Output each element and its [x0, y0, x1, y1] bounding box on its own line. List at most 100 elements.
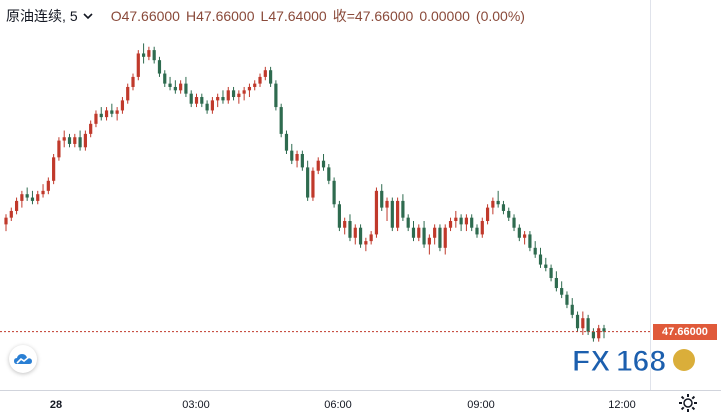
candle: [528, 231, 532, 252]
candle: [99, 107, 103, 121]
candle: [591, 328, 596, 342]
candle-body: [380, 190, 384, 208]
candle-body: [120, 100, 125, 111]
candle: [30, 190, 35, 205]
candle: [390, 197, 394, 232]
candle: [115, 107, 119, 121]
candle-body: [417, 227, 421, 238]
candle-body: [491, 200, 495, 208]
candle-body: [443, 227, 447, 248]
candle: [570, 298, 574, 319]
candle: [94, 110, 98, 128]
candle: [433, 224, 437, 245]
candle-body: [237, 93, 241, 98]
candle-body: [496, 200, 500, 205]
candle: [380, 184, 384, 211]
candle: [216, 93, 220, 108]
candle-body: [549, 267, 553, 278]
candle: [4, 214, 8, 232]
candle-body: [78, 137, 82, 148]
open-readout: O47.66000: [110, 8, 180, 24]
candle-body: [570, 304, 574, 315]
candle: [253, 80, 257, 91]
candle: [517, 224, 521, 242]
candle: [549, 264, 553, 282]
candle-body: [73, 137, 77, 144]
x-tick-label: 28: [49, 399, 63, 411]
candle: [57, 137, 61, 161]
candle-body: [263, 70, 267, 77]
candle-body: [353, 227, 357, 238]
chevron-down-icon[interactable]: [81, 9, 95, 23]
candle: [575, 311, 580, 332]
candle-body: [438, 227, 442, 248]
candle-body: [390, 200, 394, 228]
candle: [475, 224, 479, 238]
candle-body: [194, 97, 199, 104]
candle-body: [163, 73, 167, 84]
candle-body: [459, 217, 463, 225]
candle: [221, 90, 225, 104]
candle-body: [57, 140, 61, 158]
candle: [274, 80, 278, 111]
candle: [470, 214, 474, 232]
candle: [512, 214, 516, 232]
last-price-label: 47.66000: [653, 323, 717, 340]
candle: [152, 46, 156, 64]
candle: [348, 214, 352, 242]
candle-body: [348, 221, 352, 238]
candle-body: [396, 200, 400, 228]
candle-body: [306, 167, 310, 198]
candle: [284, 130, 289, 154]
candle: [337, 200, 341, 232]
candle-body: [385, 200, 389, 208]
price-chart[interactable]: [0, 0, 721, 390]
candle: [311, 167, 315, 201]
candle-body: [358, 227, 363, 245]
candle: [131, 73, 135, 91]
candle: [110, 103, 114, 118]
candle-body: [4, 217, 8, 225]
candle: [422, 221, 426, 248]
candle-body: [104, 110, 109, 118]
candle: [147, 46, 151, 61]
candle: [41, 184, 45, 198]
candle: [443, 224, 447, 255]
logo-fx-text: FX: [572, 345, 610, 377]
candle: [279, 103, 283, 138]
candle: [369, 231, 373, 245]
candle: [507, 207, 511, 222]
candle-body: [290, 150, 294, 161]
candle: [417, 224, 421, 242]
candle-body: [433, 227, 437, 238]
candle: [597, 324, 601, 342]
candle-body: [528, 234, 532, 248]
candle-body: [470, 217, 474, 228]
change-readout: 0.00000: [419, 8, 470, 24]
candle: [321, 153, 326, 171]
candle: [258, 73, 262, 87]
candle-body: [131, 76, 135, 87]
interval-value[interactable]: 5: [69, 8, 78, 24]
gear-icon[interactable]: [678, 393, 698, 413]
candle-body: [94, 113, 98, 124]
symbol-name[interactable]: 原油连续: [6, 8, 62, 24]
candle: [141, 43, 146, 64]
candle-body: [406, 217, 410, 228]
candle-body: [602, 328, 606, 332]
candle: [168, 76, 172, 91]
candle: [157, 56, 162, 77]
candle: [306, 160, 310, 201]
candle-body: [99, 113, 103, 118]
candle-body: [20, 194, 24, 201]
high-readout: H47.66000: [185, 8, 255, 24]
candle-body: [464, 217, 469, 225]
candle-body: [247, 86, 252, 91]
candle-body: [231, 90, 236, 98]
candle-body: [480, 221, 484, 235]
candle-body: [205, 103, 209, 111]
low-readout: L47.64000: [260, 8, 327, 24]
logo-number-text: 168: [616, 345, 666, 377]
cloud-icon[interactable]: [9, 345, 37, 373]
